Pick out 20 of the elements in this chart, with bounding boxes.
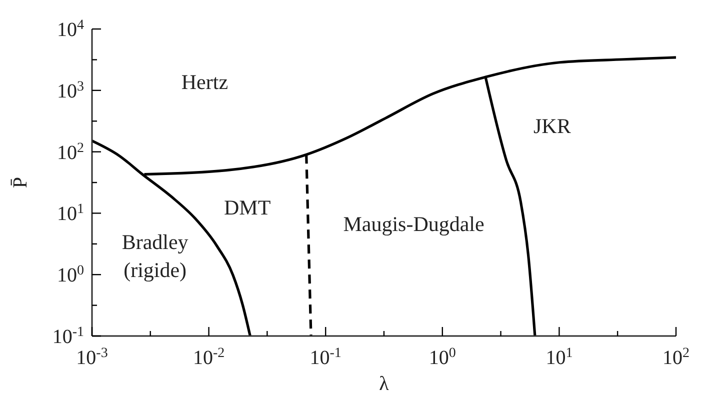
x-tick-label: 10$^{2}$	[662, 346, 690, 369]
annotation: JKR	[534, 114, 571, 138]
annotation: Maugis-Dugdale	[343, 212, 484, 236]
x-tick-label: 10$^{-1}$	[310, 346, 342, 369]
y-tick-label: 10$^{2}$	[57, 140, 84, 164]
x-tick-label: 10$^{-2}$	[192, 346, 225, 369]
y-tick-label: 10$^{-1}$	[52, 324, 84, 348]
annotation: Hertz	[181, 70, 228, 94]
y-tick-label: 10$^{1}$	[57, 202, 84, 226]
x-tick-label: 10$^{-3}$	[76, 346, 108, 369]
x-tick-label: 10$^{0}$	[428, 346, 456, 369]
y-tick-label: 10$^{0}$	[57, 263, 84, 287]
annotation: DMT	[224, 195, 271, 220]
annotation: Bradley	[122, 230, 189, 254]
x-tick-label: 10$^{1}$	[546, 346, 573, 369]
y-tick-label: 10$^{4}$	[57, 18, 84, 41]
x-axis-title: λ	[379, 373, 390, 395]
y-axis-title: P̄	[10, 176, 32, 188]
annotation: (rigide)	[124, 258, 187, 282]
y-tick-label: 10$^{3}$	[57, 78, 84, 102]
